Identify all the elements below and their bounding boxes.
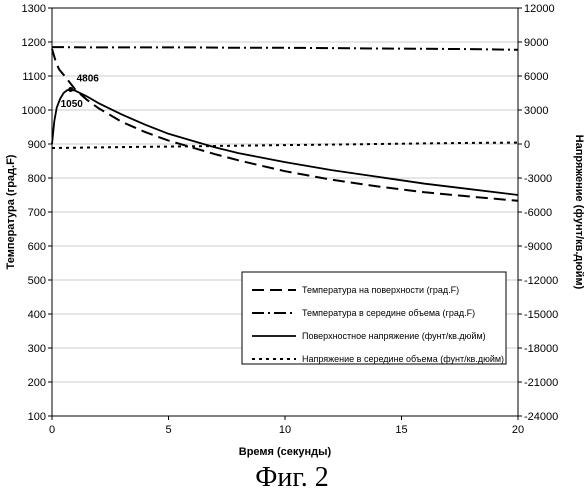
chart: 1002003004005006007008009001000110012001… [0,0,584,460]
series-line-4 [52,143,518,148]
series-line-3 [52,90,518,196]
left-tick-label: 1200 [22,37,46,49]
right-tick-label: 0 [524,139,530,151]
left-tick-label: 900 [28,139,46,151]
left-tick-label: 1300 [22,3,46,15]
x-tick-label: 5 [165,424,171,436]
x-tick-label: 15 [395,424,407,436]
right-tick-label: -21000 [524,377,558,389]
left-tick-label: 300 [28,343,46,355]
x-axis-ticks: 0 5 10 15 20 [49,416,524,436]
x-tick-label: 20 [512,424,524,436]
x-axis-title: Время (секунды) [239,446,332,458]
left-tick-label: 500 [28,275,46,287]
left-axis-ticks: 100 200 300 400 500 600 700 800 900 1000 1100 1200 1… [22,3,52,423]
legend: Температура на поверхности (град.F) Темпе… [242,272,506,364]
left-tick-label: 100 [28,411,46,423]
left-tick-label: 200 [28,377,46,389]
figure-caption: Фиг. 2 [0,462,584,494]
annotation-label: 1050 [61,99,84,110]
right-tick-label: 6000 [524,71,548,83]
right-tick-label: -3000 [524,173,552,185]
x-tick-label: 10 [279,424,291,436]
right-tick-label: -15000 [524,309,558,321]
right-tick-label: -6000 [524,207,552,219]
right-tick-label: -24000 [524,411,558,423]
right-tick-label: -9000 [524,241,552,253]
legend-label-2: Температура в середине объема (град.F) [302,308,475,318]
left-tick-label: 1100 [22,71,46,83]
left-tick-label: 800 [28,173,46,185]
legend-label-3: Поверхностное напряжение (фунт/кв.дюйм) [302,331,486,341]
right-tick-label: 3000 [524,105,548,117]
y-left-axis-title: Температура (град.F) [5,154,17,269]
x-tick-label: 0 [49,424,55,436]
y-right-axis-title: Напряжение (фунт/кв.дюйм) [573,135,584,290]
right-tick-label: 9000 [524,37,548,49]
left-tick-label: 600 [28,241,46,253]
right-tick-label: 12000 [524,3,555,15]
left-tick-label: 400 [28,309,46,321]
right-tick-label: -18000 [524,343,558,355]
legend-label-1: Температура на поверхности (град.F) [302,285,459,295]
left-tick-label: 1000 [22,105,46,117]
legend-label-4: Напряжение в середине объема (фунт/кв.дю… [302,354,504,364]
peak-marker [68,87,73,92]
right-axis-ticks: -24000 -21000 -18000 -15000 -12000 -9000 -6000… [518,3,558,423]
right-tick-label: -12000 [524,275,558,287]
annotation-label: 4806 [77,74,100,85]
series-line-2 [52,47,518,50]
left-tick-label: 700 [28,207,46,219]
